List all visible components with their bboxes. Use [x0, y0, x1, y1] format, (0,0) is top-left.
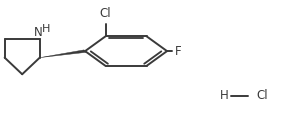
Polygon shape	[40, 50, 86, 58]
Text: N: N	[34, 26, 43, 39]
Text: H: H	[220, 89, 229, 102]
Text: F: F	[175, 45, 181, 58]
Text: Cl: Cl	[100, 7, 111, 20]
Text: Cl: Cl	[256, 89, 268, 102]
Text: H: H	[42, 24, 50, 34]
